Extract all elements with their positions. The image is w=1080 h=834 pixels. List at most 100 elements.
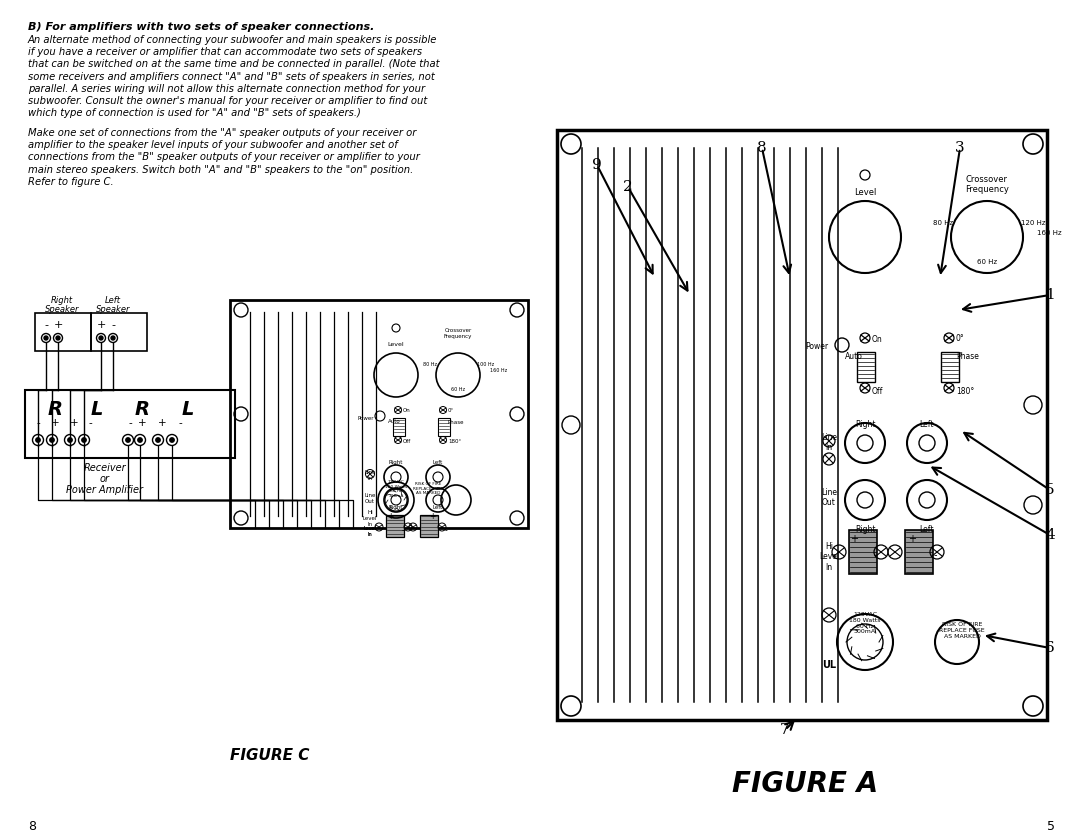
Text: -: - [129,418,132,428]
Text: connections from the "B" speaker outputs of your receiver or amplifier to your: connections from the "B" speaker outputs… [28,153,420,163]
Text: R: R [135,400,149,419]
Text: 80 Hz: 80 Hz [933,220,953,226]
Text: 0°: 0° [956,334,964,343]
Text: 1: 1 [1045,288,1055,302]
Text: Crossover
Frequency: Crossover Frequency [966,175,1009,194]
Text: -: - [445,526,447,535]
Text: Refer to figure C.: Refer to figure C. [28,177,113,187]
Text: FIGURE C: FIGURE C [230,748,310,763]
Bar [25,390,235,458]
Text: 60 Hz: 60 Hz [451,387,465,392]
Text: Level: Level [388,342,404,347]
Circle shape [68,438,72,442]
Bar [35,313,91,351]
Text: some receivers and amplifiers connect "A" and "B" sets of speakers in series, no: some receivers and amplifiers connect "A… [28,72,435,82]
Circle shape [50,438,54,442]
Text: 180°: 180° [448,439,461,444]
Text: amplifier to the speaker level inputs of your subwoofer and another set of: amplifier to the speaker level inputs of… [28,140,397,150]
Bar [420,515,438,537]
Text: 3: 3 [955,141,964,155]
Text: parallel. A series wiring will not allow this alternate connection method for yo: parallel. A series wiring will not allow… [28,83,426,93]
Text: Line
In: Line In [821,433,837,452]
Text: +: + [70,418,79,428]
Text: 120VAC
180 Watts
60 Hz
300mA: 120VAC 180 Watts 60 Hz 300mA [384,480,407,498]
Circle shape [156,438,160,442]
Text: if you have a receiver or amplifier that can accommodate two sets of speakers: if you have a receiver or amplifier that… [28,48,422,58]
Text: 9: 9 [592,158,602,172]
Text: Make one set of connections from the "A" speaker outputs of your receiver or: Make one set of connections from the "A"… [28,128,417,138]
Bar [557,130,1047,720]
Text: Level
In: Level In [364,526,377,537]
Text: 5: 5 [1047,820,1055,833]
Circle shape [56,336,60,340]
Text: +: + [51,418,59,428]
Text: main stereo speakers. Switch both "A" and "B" speakers to the "on" position.: main stereo speakers. Switch both "A" an… [28,164,414,174]
Circle shape [82,438,86,442]
Text: FIGURE A: FIGURE A [732,770,878,798]
Bar [941,352,959,382]
Text: +: + [387,512,393,521]
Text: 8: 8 [757,141,767,155]
Text: -: - [402,526,404,535]
Bar [386,515,404,537]
Text: L: L [181,400,194,419]
Text: Crossover
Frequency: Crossover Frequency [444,328,472,339]
Text: R: R [48,400,63,419]
Text: Right: Right [389,460,403,465]
Circle shape [36,438,40,442]
Text: +: + [158,418,166,428]
Text: Right: Right [854,420,875,429]
Text: -: - [874,550,877,560]
Text: 80 Hz: 80 Hz [423,362,437,367]
Text: 5: 5 [1045,483,1055,497]
Text: 100 Hz: 100 Hz [477,362,495,367]
Text: 120VAC
180 Watts
60 Hz
300mA: 120VAC 180 Watts 60 Hz 300mA [849,612,881,635]
Text: Power Amplifier: Power Amplifier [67,485,144,495]
Text: -: - [933,550,936,560]
Text: Phase: Phase [956,352,978,361]
Text: Line
Out: Line Out [821,488,837,507]
Text: 7: 7 [780,723,789,737]
Text: +: + [53,320,63,330]
Text: 8: 8 [28,820,36,833]
Text: -: - [36,418,40,428]
Text: Auto: Auto [845,352,863,361]
Text: +: + [908,534,916,544]
Text: Receiver: Receiver [83,463,126,473]
Bar [91,313,147,351]
Circle shape [125,438,131,442]
Text: Power: Power [806,342,828,351]
Text: Left: Left [105,296,121,305]
Text: Phase: Phase [448,420,464,425]
Text: Power: Power [357,416,375,421]
Text: 2: 2 [623,180,633,194]
Bar [438,418,450,436]
Text: RISK OF FIRE
REPLACE FUSE
AS MARKED: RISK OF FIRE REPLACE FUSE AS MARKED [413,482,443,495]
Text: Off: Off [403,439,411,444]
Text: +: + [850,534,858,544]
Text: -: - [89,418,92,428]
Circle shape [44,336,48,340]
Text: RISK OF FIRE
REPLACE FUSE
AS MARKED: RISK OF FIRE REPLACE FUSE AS MARKED [940,622,985,639]
Text: -: - [111,320,114,330]
Text: Left: Left [433,460,443,465]
Text: Off: Off [872,387,883,396]
Text: 0°: 0° [448,408,455,413]
Text: Speaker: Speaker [96,305,131,314]
Text: L: L [91,400,104,419]
Text: +: + [137,418,146,428]
Text: Right: Right [854,525,875,534]
Text: Line
Out: Line Out [364,493,376,504]
Text: Right: Right [51,296,73,305]
Text: -: - [44,320,48,330]
Text: On: On [403,408,410,413]
Text: 4: 4 [1045,528,1055,542]
Text: On: On [872,335,882,344]
Text: 6: 6 [1045,641,1055,655]
Circle shape [99,336,103,340]
Bar [849,530,877,574]
Text: that can be switched on at the same time and be connected in parallel. (Note tha: that can be switched on at the same time… [28,59,440,69]
Circle shape [170,438,174,442]
Text: +: + [429,512,435,521]
Text: 60 Hz: 60 Hz [977,259,997,265]
